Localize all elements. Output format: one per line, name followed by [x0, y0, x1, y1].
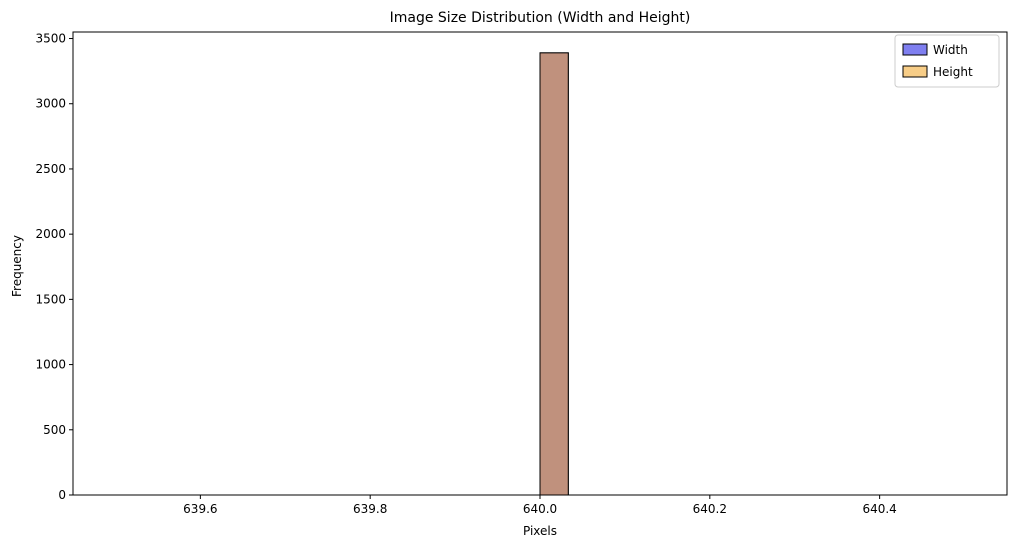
y-tick-label: 1500 — [35, 292, 66, 306]
x-tick-label: 640.2 — [693, 502, 727, 516]
legend-label-height: Height — [933, 65, 973, 79]
x-tick-label: 639.6 — [183, 502, 217, 516]
y-tick-label: 500 — [43, 423, 66, 437]
legend-label-width: Width — [933, 43, 968, 57]
y-tick-label: 2500 — [35, 162, 66, 176]
x-tick-label: 639.8 — [353, 502, 387, 516]
y-axis-label: Frequency — [10, 235, 24, 297]
x-tick-label: 640.4 — [862, 502, 896, 516]
y-tick-label: 1000 — [35, 358, 66, 372]
plot-area: 639.6 639.8 640.0 640.2 640.4 0 500 1000 1500 200… — [35, 31, 1008, 516]
bar-height — [539, 52, 569, 496]
legend-swatch-height — [902, 65, 928, 78]
y-tick-label: 3500 — [35, 32, 66, 46]
y-tick-label: 2000 — [35, 227, 66, 241]
legend-swatch-width — [902, 43, 928, 56]
y-tick-label: 3000 — [35, 97, 66, 111]
chart-title: Image Size Distribution (Width and Heigh… — [390, 10, 691, 26]
y-tick-label: 0 — [58, 488, 66, 502]
x-tick-label: 640.0 — [523, 502, 557, 516]
legend: Width Height — [894, 34, 1000, 88]
x-axis-label: Pixels — [523, 524, 557, 538]
